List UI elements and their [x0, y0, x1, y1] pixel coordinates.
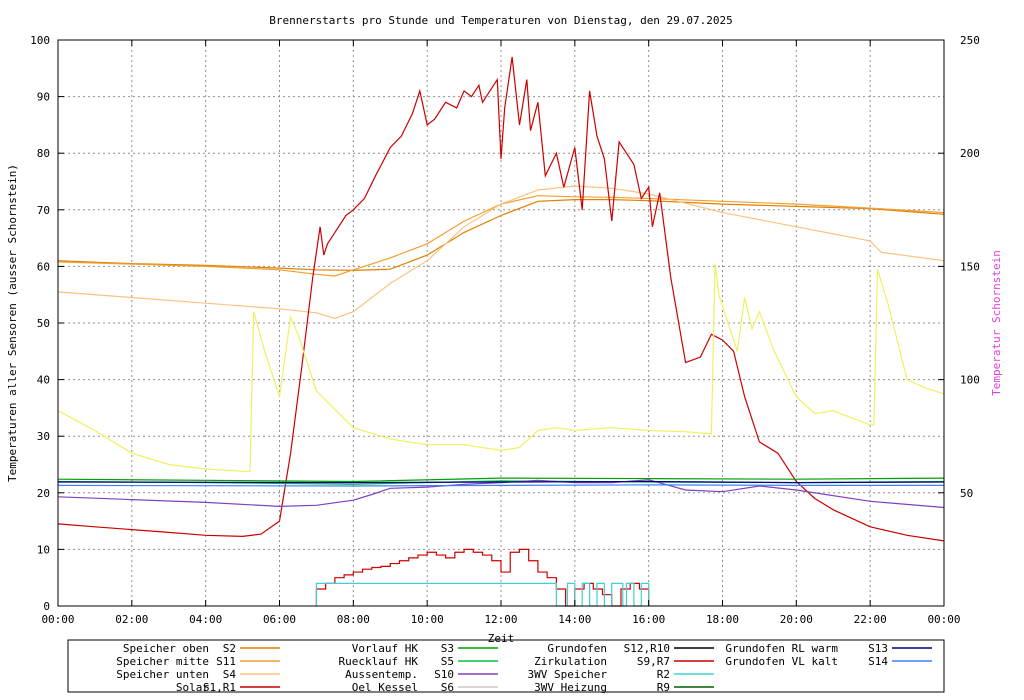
- series-grundofen-vl-kalt-s14: [57, 484, 944, 487]
- series-brennerstarts: [315, 548, 650, 607]
- y-tick-label: 0: [43, 600, 50, 613]
- series-grundofen-rl-warm-s13: [57, 480, 945, 484]
- x-tick-label: 00:00: [927, 613, 960, 626]
- legend-code: S14: [868, 655, 888, 668]
- legend-code: S13: [868, 642, 888, 655]
- y2-tick-label: 250: [960, 34, 980, 47]
- y2-tick-label: 100: [960, 374, 980, 387]
- legend-box: [67, 639, 945, 693]
- chart-title: Brennerstarts pro Stunde und Temperature…: [269, 14, 733, 27]
- legend-code: S6: [441, 681, 454, 694]
- x-tick-label: 04:00: [189, 613, 222, 626]
- legend-name: 3WV Heizung: [534, 681, 607, 694]
- legend-code: S10: [434, 668, 454, 681]
- legend-name: Zirkulation: [534, 655, 607, 668]
- legend-name: Oel Kessel: [352, 681, 418, 694]
- y-axis-label: Temperaturen aller Sensoren (ausser Scho…: [6, 164, 19, 482]
- y-tick-label: 100: [30, 34, 50, 47]
- legend-name: Grundofen VL kalt: [725, 655, 838, 668]
- legend-name: Solar: [176, 681, 209, 694]
- x-tick-label: 08:00: [337, 613, 370, 626]
- x-axis-label: Zeit: [488, 632, 515, 645]
- x-tick-label: 20:00: [780, 613, 813, 626]
- series-speicher-oben-s2: [57, 199, 945, 272]
- legend-name: Aussentemp.: [345, 668, 418, 681]
- series-vorlauf-hk-s3: [57, 477, 945, 483]
- x-tick-label: 12:00: [484, 613, 517, 626]
- y-tick-label: 10: [37, 543, 50, 556]
- y-axis: 0 10 20 30 40 50 60 70 80 90 100: [30, 34, 64, 613]
- legend-code: S5: [441, 655, 454, 668]
- legend-code: R9: [657, 681, 670, 694]
- y-tick-label: 30: [37, 430, 50, 443]
- x-axis: 00:00 02:00 04:00 06:00 08:00 10:00 12:00 14:00…: [41, 40, 961, 626]
- series-oel-kessel-s6: [57, 263, 945, 472]
- x-tick-label: 16:00: [632, 613, 665, 626]
- y-tick-label: 20: [37, 487, 50, 500]
- y2-tick-label: 50: [960, 487, 973, 500]
- x-tick-label: 10:00: [411, 613, 444, 626]
- x-tick-label: 18:00: [706, 613, 739, 626]
- y2-axis: 50 100 150 200 250: [938, 34, 980, 500]
- x-tick-label: 14:00: [558, 613, 591, 626]
- series-layer: [57, 56, 945, 607]
- y-tick-label: 40: [37, 374, 50, 387]
- y-tick-label: 50: [37, 317, 50, 330]
- y-tick-label: 70: [37, 204, 50, 217]
- legend-name: Speicher oben: [123, 642, 209, 655]
- legend-code: S4: [223, 668, 237, 681]
- y2-tick-label: 200: [960, 147, 980, 160]
- series-solar-s1-r1: [57, 56, 945, 542]
- legend-name: 3WV Speicher: [528, 668, 608, 681]
- y-tick-label: 90: [37, 91, 50, 104]
- legend-name: Speicher mitte: [116, 655, 209, 668]
- legend-name: Vorlauf HK: [352, 642, 419, 655]
- y2-tick-label: 150: [960, 260, 980, 273]
- y-tick-label: 60: [37, 260, 50, 273]
- legend-code: R2: [657, 668, 670, 681]
- x-tick-label: 06:00: [263, 613, 296, 626]
- y2-axis-label: Temperatur Schornstein: [990, 250, 1003, 396]
- legend-name: Speicher unten: [116, 668, 209, 681]
- series-speicher-unten-s4: [57, 185, 945, 320]
- legend-code: S9,R7: [637, 655, 670, 668]
- legend-code: S12,R10: [624, 642, 670, 655]
- legend: Speicher oben S2 Speicher mitte S11 Speicher…: [67, 639, 945, 694]
- legend-code: S1,R1: [203, 681, 236, 694]
- grid: [58, 40, 944, 606]
- x-tick-label: 22:00: [854, 613, 887, 626]
- y-tick-label: 80: [37, 147, 50, 160]
- series-speicher-mitte-s11: [57, 195, 945, 277]
- x-tick-label: 02:00: [115, 613, 148, 626]
- x-tick-label: 00:00: [41, 613, 74, 626]
- legend-code: S2: [223, 642, 236, 655]
- legend-name: Ruecklauf HK: [339, 655, 419, 668]
- legend-name: Grundofen: [547, 642, 607, 655]
- legend-name: Grundofen RL warm: [725, 642, 838, 655]
- legend-code: S11: [216, 655, 236, 668]
- legend-code: S3: [441, 642, 454, 655]
